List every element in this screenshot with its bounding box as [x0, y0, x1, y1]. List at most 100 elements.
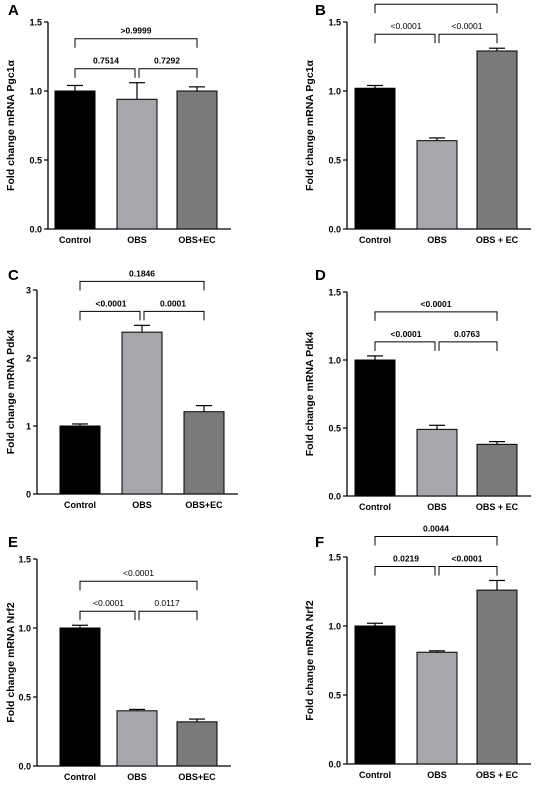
y-tick-label: 2 — [26, 354, 31, 364]
y-tick-label: 1.0 — [328, 356, 341, 366]
significance-bracket — [138, 610, 198, 621]
x-tick-label: OBS + EC — [476, 502, 519, 512]
y-tick-label: 1.5 — [29, 18, 42, 28]
p-value-label: <0.0001 — [421, 299, 452, 309]
bar — [354, 87, 396, 230]
x-tick-label: OBS+EC — [178, 772, 216, 782]
bar — [354, 359, 396, 497]
y-tick-label: 1.5 — [328, 553, 341, 563]
x-tick-label: OBS — [427, 502, 447, 512]
panel-label: B — [315, 2, 326, 19]
significance-bracket — [374, 535, 498, 546]
panel-label: F — [315, 534, 324, 551]
bar — [54, 90, 96, 230]
panel-a: A Fold change mRNA Pgc1α 0.0 0.5 1.0 1.5 Contr… — [5, 2, 231, 245]
y-axis-label: Fold change mRNA Pdk4 — [5, 330, 17, 455]
significance-bracket — [79, 280, 205, 291]
x-tick-label: Control — [359, 235, 391, 245]
p-value-label: <0.0001 — [421, 0, 452, 1]
significance-bracket — [374, 341, 436, 351]
y-tick-label: 0.0 — [29, 225, 42, 235]
x-tick-label: OBS — [427, 770, 447, 780]
significance-bracket — [374, 311, 498, 321]
bar — [176, 90, 218, 230]
p-value-label: 0.7292 — [154, 56, 180, 66]
y-tick-label: 1.5 — [328, 18, 341, 28]
x-tick-label: OBS + EC — [476, 235, 519, 245]
significance-bracket — [438, 341, 498, 351]
y-tick-label: 0.0 — [328, 225, 341, 235]
p-value-label: <0.0001 — [391, 329, 422, 339]
x-tick-label: OBS — [127, 772, 147, 782]
x-tick-label: OBS — [427, 235, 447, 245]
x-tick-label: OBS — [132, 500, 152, 510]
y-tick-label: 1.0 — [18, 624, 31, 634]
x-tick-label: Control — [64, 772, 96, 782]
bar — [59, 627, 101, 767]
p-value-label: 0.0001 — [160, 298, 186, 308]
y-axis-label: Fold change mRNA Nrf2 — [304, 600, 316, 721]
y-tick-label: 0.5 — [29, 156, 42, 166]
y-tick-label: 1 — [26, 422, 31, 432]
panel-e: E Fold change mRNA Nrf2 0.0 0.5 1.0 1.5 Contro… — [5, 534, 231, 782]
p-value-label: <0.0001 — [452, 553, 483, 563]
significance-bracket — [143, 310, 205, 321]
bar — [116, 710, 158, 767]
significance-bracket — [374, 565, 436, 576]
significance-bracket — [374, 3, 498, 14]
panel-label: E — [8, 534, 18, 551]
p-value-label: 0.7514 — [93, 56, 119, 66]
p-value-label: <0.0001 — [452, 21, 483, 31]
significance-bracket — [79, 580, 198, 591]
y-tick-label: 1.0 — [328, 87, 341, 97]
x-tick-label: OBS+EC — [178, 235, 216, 245]
y-tick-label: 0.5 — [328, 156, 341, 166]
bar — [476, 50, 518, 230]
p-value-label: <0.0001 — [123, 568, 154, 578]
significance-bracket — [374, 33, 436, 44]
panel-label: C — [8, 267, 19, 284]
significance-bracket — [79, 610, 136, 621]
y-tick-label: 0.5 — [328, 691, 341, 701]
y-axis-label: Fold change mRNA Pgc1α — [304, 59, 316, 190]
p-value-label: 0.0763 — [454, 329, 480, 339]
y-tick-label: 1.0 — [29, 87, 42, 97]
y-tick-label: 0.5 — [328, 424, 341, 434]
y-tick-label: 0 — [26, 490, 31, 500]
p-value-label: >0.9999 — [121, 26, 152, 36]
y-tick-label: 0.5 — [18, 693, 31, 703]
bar — [416, 651, 458, 765]
x-tick-label: OBS + EC — [476, 770, 519, 780]
bar — [116, 98, 158, 230]
p-value-label: <0.0001 — [93, 598, 124, 608]
bar — [121, 331, 163, 495]
bar — [476, 443, 518, 497]
bar — [354, 625, 396, 765]
y-tick-label: 1.5 — [328, 288, 341, 298]
panel-label: D — [315, 267, 326, 284]
bar — [183, 411, 225, 495]
y-tick-label: 0.0 — [328, 760, 341, 770]
panel-c: C Fold change mRNA Pdk4 0 1 2 3 Control OBS OBS+… — [5, 267, 238, 510]
p-value-label: 0.0044 — [423, 523, 449, 533]
y-tick-label: 1.0 — [328, 622, 341, 632]
x-tick-label: Control — [64, 500, 96, 510]
significance-bracket — [438, 33, 498, 44]
bar — [476, 589, 518, 765]
y-tick-label: 0.0 — [18, 762, 31, 772]
y-tick-label: 3 — [26, 286, 31, 296]
panel-label: A — [8, 2, 19, 19]
p-value-label: <0.0001 — [391, 21, 422, 31]
significance-bracket — [138, 68, 198, 78]
y-tick-label: 0.0 — [328, 492, 341, 502]
bar — [416, 428, 458, 497]
significance-bracket — [74, 68, 136, 78]
p-value-label: 0.0219 — [393, 553, 419, 563]
y-axis-label: Fold change mRNA Pdk4 — [304, 332, 316, 457]
panel-d: D Fold change mRNA Pdk4 0.0 0.5 1.0 1.5 Contro… — [304, 267, 531, 512]
y-axis-label: Fold change mRNA Pgc1α — [5, 59, 17, 190]
bar — [416, 140, 458, 230]
significance-bracket — [79, 310, 141, 321]
